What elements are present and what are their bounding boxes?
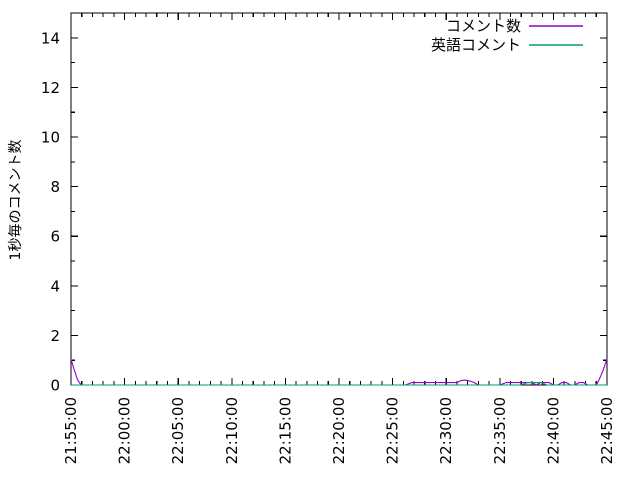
x-tick-label: 22:25:00 xyxy=(384,397,402,464)
data-series-group xyxy=(70,358,608,386)
x-tick-label: 22:30:00 xyxy=(437,397,455,464)
x-tick-label: 21:55:00 xyxy=(62,397,80,464)
plot-area-border xyxy=(70,12,608,386)
series-line-2 xyxy=(71,381,607,386)
x-axis-tick-labels: 21:55:00 22:00:00 22:05:00 22:10:00 22:15:00… xyxy=(62,397,616,464)
y-tick-label: 8 xyxy=(50,178,60,196)
x-tick-label: 22:35:00 xyxy=(491,397,509,464)
y-tick-label: 4 xyxy=(50,277,60,295)
x-tick-label: 22:20:00 xyxy=(330,397,348,464)
y-tick-label: 10 xyxy=(41,129,60,147)
y-axis-ticks xyxy=(71,37,607,386)
y-axis-tick-labels: 0 2 4 6 8 10 12 14 xyxy=(41,29,60,394)
y-tick-label: 12 xyxy=(41,79,60,97)
x-tick-label: 22:05:00 xyxy=(169,397,187,464)
y-tick-label: 0 xyxy=(50,377,60,395)
legend-label-2: 英語コメント xyxy=(431,36,521,54)
y-axis-title: 1秒毎のコメント数 xyxy=(8,140,24,261)
x-tick-label: 22:10:00 xyxy=(223,397,241,464)
y-tick-label: 14 xyxy=(41,29,60,47)
x-tick-label: 22:40:00 xyxy=(544,397,562,464)
y-tick-label: 2 xyxy=(50,327,60,345)
x-tick-label: 22:45:00 xyxy=(598,397,616,464)
x-tick-label: 22:15:00 xyxy=(276,397,294,464)
legend-label-1: コメント数 xyxy=(446,17,521,35)
x-axis-ticks xyxy=(70,13,608,385)
x-tick-label: 22:00:00 xyxy=(116,397,134,464)
y-tick-label: 6 xyxy=(50,228,60,246)
